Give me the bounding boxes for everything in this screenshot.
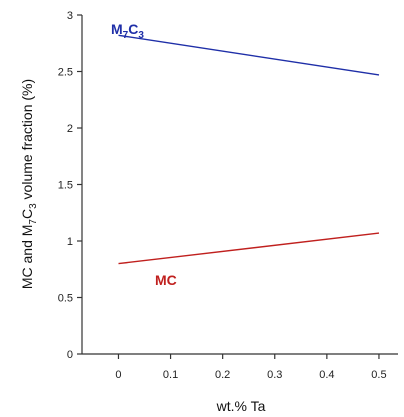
m7c3-label-sub1: 7: [123, 30, 129, 41]
labels: M7C3 MC wt.% Ta MC and M7C3 volume fract…: [19, 21, 266, 414]
y-axis-title-sub2: 3: [28, 203, 39, 209]
y-tick-label: 1: [67, 236, 73, 248]
series-line-mc: [118, 232, 380, 265]
y-tick-label: 0: [67, 349, 73, 361]
y-tick-label: 2.5: [58, 67, 73, 79]
y-axis-title: MC and M7C3 volume fraction (%): [19, 79, 39, 289]
y-tick-label: 2: [67, 123, 73, 135]
y-axis-title-sub1: 7: [28, 219, 39, 225]
y-tick-label: 3: [67, 10, 73, 22]
y-tick-label: 0.5: [58, 293, 73, 305]
y-axis-title-part-b: C: [19, 209, 35, 219]
y-axis-title-part-c: volume fraction (%): [19, 79, 35, 203]
m7c3-label-sub2: 3: [138, 30, 144, 41]
plot-area: [118, 34, 380, 265]
m7c3-label-m: M: [111, 21, 123, 37]
x-tick-label: 0.5: [371, 369, 386, 381]
y-tick-label: 1.5: [58, 180, 73, 192]
m7c3-series-label: M7C3: [111, 21, 144, 41]
x-tick-label: 0.2: [215, 369, 230, 381]
x-tick-label: 0.3: [267, 369, 282, 381]
x-tick-label: 0: [115, 369, 121, 381]
series-line-m7c3: [118, 34, 380, 76]
axes: 0 0.5 1 1.5 2 2.5 3 0 0.1 0.2 0.3 0.4 0.5: [58, 10, 398, 381]
x-tick-label: 0.4: [319, 369, 334, 381]
x-tick-label: 0.1: [163, 369, 178, 381]
mc-series-label: MC: [155, 272, 177, 288]
y-axis-title-part-a: MC and M: [19, 225, 35, 290]
m7c3-label-c: C: [128, 21, 138, 37]
x-axis-title: wt.% Ta: [216, 398, 266, 414]
